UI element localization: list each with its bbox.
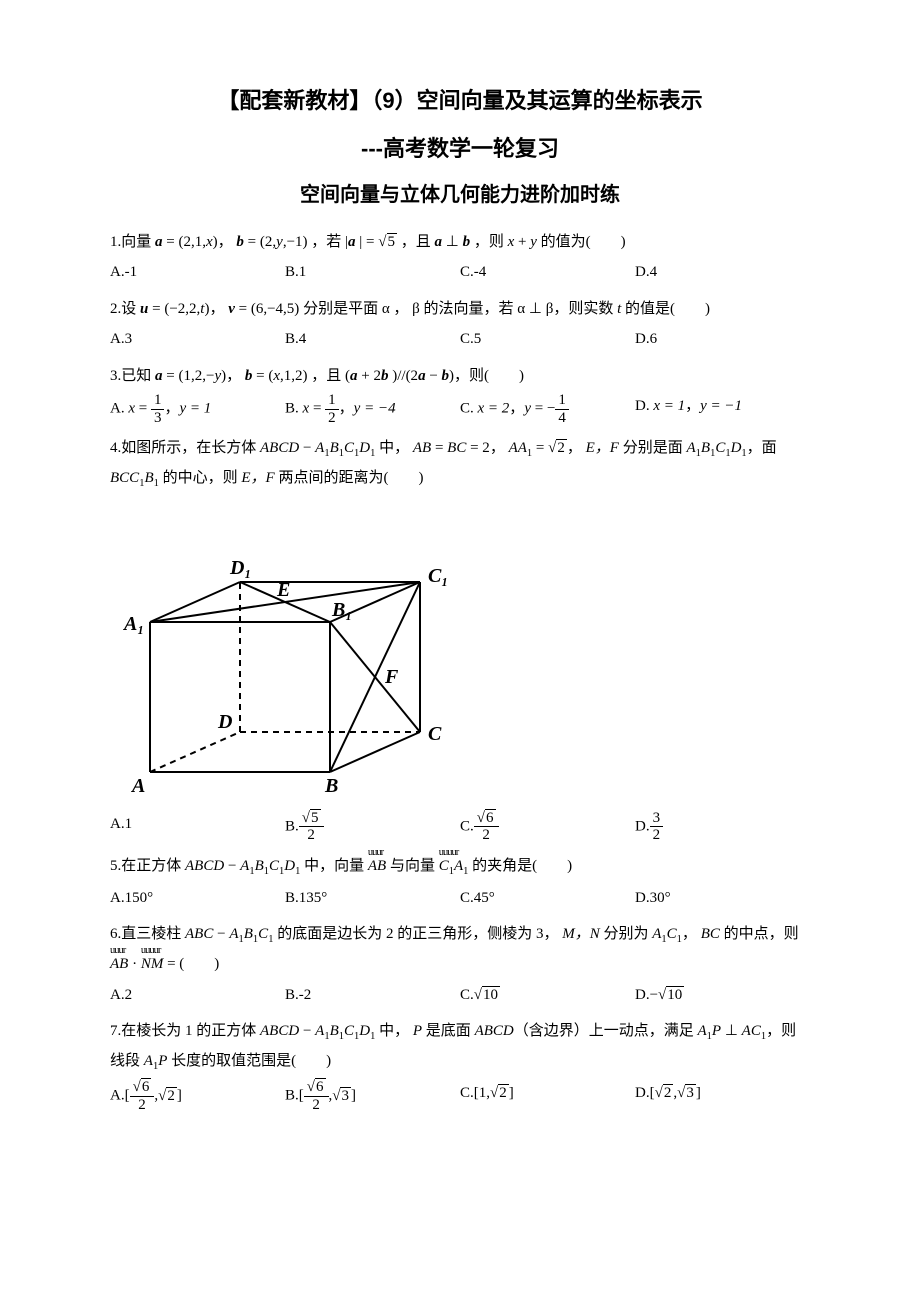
question-6: 6.直三棱柱 ABC − A1B1C1 的底面是边长为 2 的正三角形，侧棱为 … <box>110 920 810 978</box>
q3-tail: )，则( ) <box>449 368 524 384</box>
question-7: 7.在棱长为 1 的正方体 ABCD − A1B1C1D1 中， P 是底面 A… <box>110 1017 810 1077</box>
q5-opt-c: C.45° <box>460 884 635 913</box>
svg-text:E: E <box>276 579 290 601</box>
q4-opt-d: D.32 <box>635 810 810 844</box>
q1-pre: 1.向量 <box>110 234 155 250</box>
q7-opt-c: C.[1,2] <box>460 1079 635 1113</box>
q2-tail: 的值是( ) <box>621 301 710 317</box>
q7-options: A.[62,2] B.[62,3] C.[1,2] D.[2,3] <box>110 1079 810 1113</box>
q4-figure: A B C D A₁ B₁ C₁ D₁ E F <box>110 502 810 802</box>
question-5: 5.在正方体 ABCD − A1B1C1D1 中，向量 uuurAB 与向量 u… <box>110 852 810 882</box>
svg-text:F: F <box>384 666 399 688</box>
svg-text:C: C <box>428 723 442 745</box>
q5-opt-d: D.30° <box>635 884 810 913</box>
q1-opt-b: B.1 <box>285 258 460 287</box>
q1-m2: | = <box>359 234 378 250</box>
svg-text:B₁: B₁ <box>331 599 352 621</box>
question-4: 4.如图所示，在长方体 ABCD − A1B1C1D1 中， AB = BC =… <box>110 434 810 494</box>
q7-opt-a: A.[62,2] <box>110 1079 285 1113</box>
question-1: 1.向量 a = (2,1,x)， b = (2,y,−1) ，若 |a | =… <box>110 228 810 257</box>
svg-text:D: D <box>217 711 232 733</box>
svg-text:A: A <box>130 775 145 797</box>
q4-options: A.1 B.52 C.62 D.32 <box>110 810 810 844</box>
q2-opt-d: D.6 <box>635 325 810 354</box>
q2-options: A.3 B.4 C.5 D.6 <box>110 325 810 354</box>
q2-pre: 2.设 <box>110 301 140 317</box>
question-2: 2.设 u = (−2,2,t)， v = (6,−4,5) 分别是平面 α ，… <box>110 295 810 324</box>
q2-opt-c: C.5 <box>460 325 635 354</box>
q5-opt-b: B.135° <box>285 884 460 913</box>
q6-opt-a: A.2 <box>110 981 285 1010</box>
q5-opt-a: A.150° <box>110 884 285 913</box>
q1-sqrt5: 5 <box>387 233 398 250</box>
q2-opt-a: A.3 <box>110 325 285 354</box>
q3-opt-b: B. x = 12，y = −4 <box>285 392 460 426</box>
q1-m4: ，则 <box>474 234 508 250</box>
q4-opt-b: B.52 <box>285 810 460 844</box>
title-line-1: 【配套新教材】（9）空间向量及其运算的坐标表示 <box>110 80 810 122</box>
svg-text:D₁: D₁ <box>229 557 251 579</box>
q1-options: A.-1 B.1 C.-4 D.4 <box>110 258 810 287</box>
q3-opt-d: D. x = 1，y = −1 <box>635 392 810 426</box>
q1-b: b <box>236 234 244 250</box>
q6-opt-b: B.-2 <box>285 981 460 1010</box>
q3-m2: )//(2 <box>392 368 418 384</box>
q1-opt-d: D.4 <box>635 258 810 287</box>
q1-tail: 的值为( ) <box>537 234 626 250</box>
q6-options: A.2 B.-2 C.10 D.−10 <box>110 981 810 1010</box>
q3-opt-c: C. x = 2，y = −14 <box>460 392 635 426</box>
svg-text:A₁: A₁ <box>122 613 144 635</box>
q3-options: A. x = 13，y = 1 B. x = 12，y = −4 C. x = … <box>110 392 810 426</box>
q2-m1: 分别是平面 α ， β 的法向量，若 α ⊥ β，则实数 <box>303 301 617 317</box>
q6-opt-c: C.10 <box>460 981 635 1010</box>
q4-opt-c: C.62 <box>460 810 635 844</box>
q3-m1: ，且 ( <box>311 368 350 384</box>
q4-opt-a: A.1 <box>110 810 285 844</box>
svg-text:C₁: C₁ <box>428 565 448 587</box>
q1-m3: ，且 <box>401 234 435 250</box>
q1-m1: ，若 | <box>311 234 348 250</box>
q1-opt-a: A.-1 <box>110 258 285 287</box>
question-3: 3.已知 a = (1,2,−y)， b = (x,1,2) ，且 (a + 2… <box>110 362 810 391</box>
q6-opt-d: D.−10 <box>635 981 810 1010</box>
q2-opt-b: B.4 <box>285 325 460 354</box>
q5-options: A.150° B.135° C.45° D.30° <box>110 884 810 913</box>
q1-opt-c: C.-4 <box>460 258 635 287</box>
q7-opt-d: D.[2,3] <box>635 1079 810 1113</box>
q1-a: a <box>155 234 163 250</box>
q7-opt-b: B.[62,3] <box>285 1079 460 1113</box>
q3-opt-a: A. x = 13，y = 1 <box>110 392 285 426</box>
title-line-2: ---高考数学一轮复习 <box>110 128 810 170</box>
svg-text:B: B <box>324 775 338 797</box>
title-line-3: 空间向量与立体几何能力进阶加时练 <box>110 176 810 214</box>
q3-pre: 3.已知 <box>110 368 155 384</box>
q4-pre: 4.如图所示，在长方体 <box>110 440 260 456</box>
cuboid-diagram: A B C D A₁ B₁ C₁ D₁ E F <box>110 502 450 802</box>
